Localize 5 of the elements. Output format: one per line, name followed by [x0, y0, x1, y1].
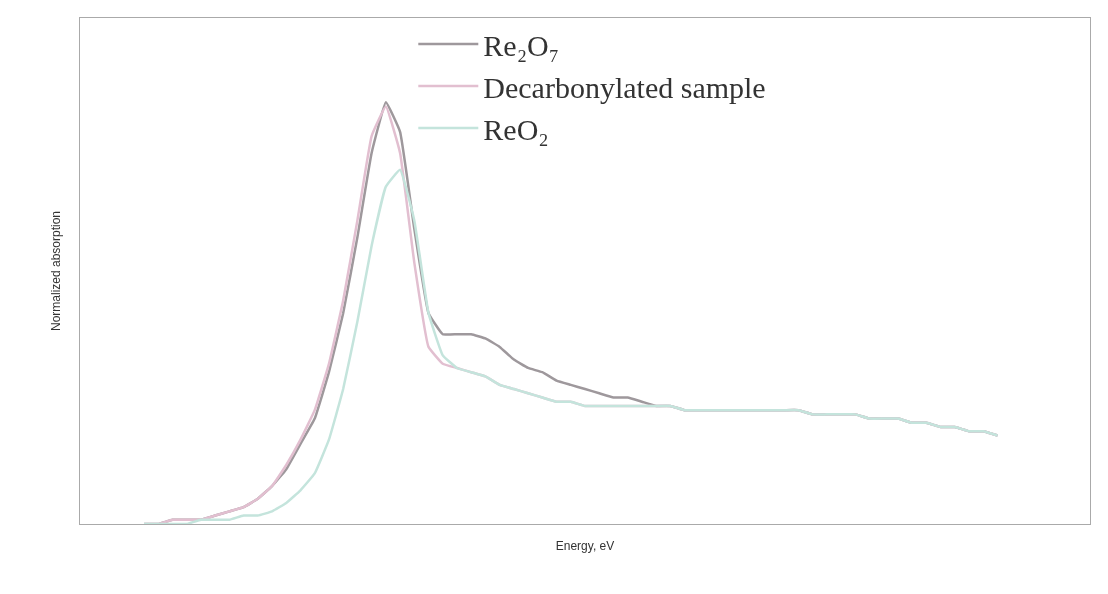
- x-axis-title: Energy, eV: [555, 539, 615, 554]
- y-axis-title: Normalized absorption: [49, 210, 64, 332]
- legend-label: ReO₂: [483, 112, 549, 146]
- legend-label: Decarbonylated sample: [483, 70, 766, 104]
- legend-label: Re₂O₇: [483, 28, 560, 62]
